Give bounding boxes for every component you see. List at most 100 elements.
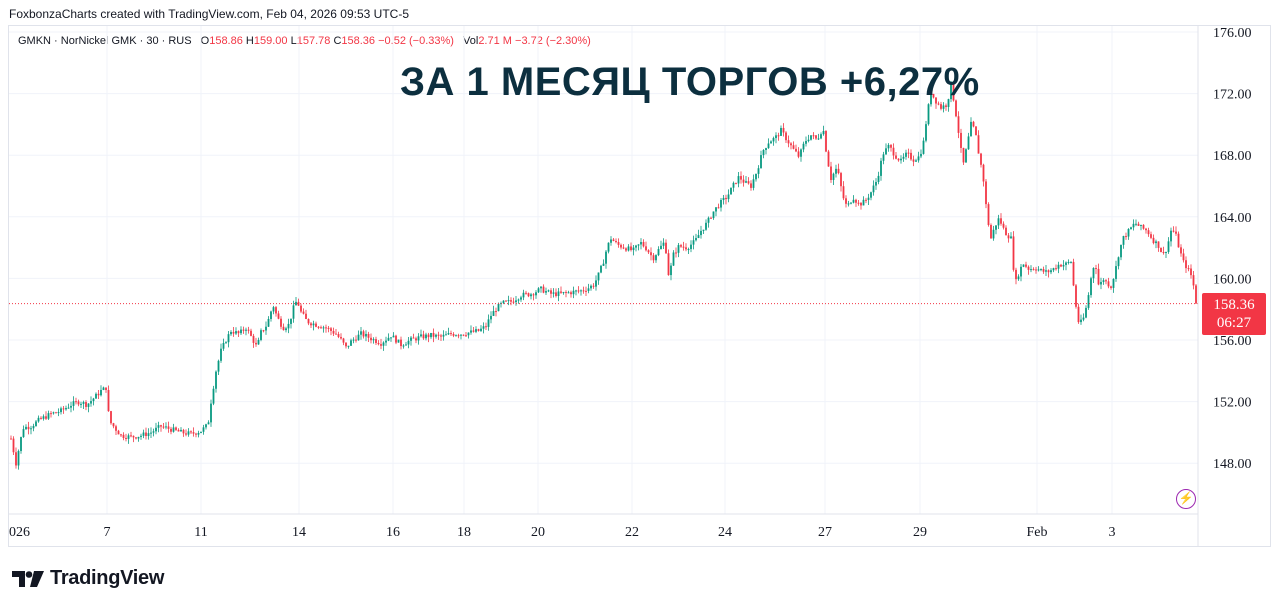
candle-body	[680, 245, 682, 247]
symbol-name[interactable]: GMKN · NorNickel GMK · 30 · RUS	[18, 35, 192, 47]
candle-body	[415, 338, 417, 341]
candle-body	[745, 181, 747, 183]
candle-body	[1190, 268, 1192, 276]
candle-body	[400, 339, 402, 347]
candle-body	[27, 426, 30, 430]
candle-body	[562, 292, 565, 294]
candle-body	[455, 335, 457, 337]
candle-body	[732, 182, 735, 188]
candle-body	[1167, 241, 1170, 252]
candle-body	[375, 339, 377, 343]
candle-body	[327, 327, 330, 329]
candle-body	[1180, 247, 1182, 254]
candle-body	[212, 388, 215, 404]
candle-body	[672, 252, 675, 266]
candle-body	[330, 328, 332, 331]
candle-body	[257, 339, 260, 345]
candle-body	[137, 436, 140, 439]
candle-body	[715, 207, 717, 212]
candle-body	[1120, 244, 1122, 258]
candle-body	[1152, 237, 1155, 244]
candle-body	[1060, 264, 1062, 267]
candle-body	[1185, 260, 1187, 269]
candle-body	[507, 300, 510, 302]
candle-body	[305, 313, 307, 320]
candle-body	[432, 332, 435, 337]
candle-body	[625, 248, 627, 251]
candle-body	[962, 147, 965, 163]
candle-body	[520, 297, 522, 300]
candle-body	[865, 199, 867, 201]
candle-body	[307, 319, 310, 324]
candle-body	[727, 194, 730, 200]
x-tick-label: 16	[386, 525, 400, 540]
x-tick-label: 7	[104, 525, 111, 540]
candle-body	[440, 335, 442, 337]
candle-body	[895, 155, 897, 159]
candle-body	[950, 81, 952, 100]
candle-body	[797, 151, 800, 157]
lightning-icon[interactable]: ⚡	[1176, 489, 1196, 509]
y-tick-label: 160.00	[1213, 272, 1252, 287]
candle-body	[677, 245, 680, 253]
candle-body	[285, 328, 287, 331]
candle-body	[162, 426, 165, 428]
candle-body	[180, 429, 182, 432]
candle-body	[230, 331, 232, 335]
tradingview-logo[interactable]: TradingView	[12, 567, 164, 590]
candle-body	[550, 290, 552, 294]
candle-body	[1075, 285, 1077, 307]
candle-body	[45, 416, 47, 419]
current-price-badge: 158.36 06:27	[1202, 293, 1266, 335]
candle-body	[292, 305, 295, 319]
candle-body	[135, 437, 137, 439]
candle-body	[30, 428, 32, 430]
candle-body	[40, 417, 42, 419]
candle-body	[365, 333, 367, 337]
candle-body	[357, 334, 360, 341]
candles-layer	[9, 80, 1198, 470]
candle-body	[777, 135, 780, 137]
candle-body	[552, 292, 555, 294]
candle-body	[872, 185, 875, 193]
candle-body	[697, 235, 700, 238]
candle-body	[852, 199, 855, 203]
candle-body	[445, 334, 447, 336]
candle-body	[437, 334, 440, 336]
candle-body	[345, 342, 347, 347]
candle-body	[925, 124, 927, 141]
candle-body	[707, 217, 710, 223]
candle-body	[900, 158, 902, 161]
candle-body	[425, 334, 427, 339]
candle-body	[442, 334, 445, 337]
candle-body	[860, 202, 862, 206]
candle-body	[585, 290, 587, 292]
candle-body	[1162, 252, 1165, 254]
candle-body	[132, 435, 135, 438]
candle-body	[512, 301, 515, 303]
candle-body	[342, 338, 345, 343]
candle-body	[420, 334, 422, 337]
candle-body	[187, 431, 190, 435]
current-price-value: 158.36	[1213, 297, 1255, 313]
candle-body	[595, 280, 597, 287]
candle-body	[640, 242, 642, 245]
candle-body	[992, 229, 995, 239]
candle-body	[752, 179, 755, 188]
candle-body	[460, 334, 462, 336]
candle-body	[57, 412, 60, 414]
x-tick-label: 22	[625, 525, 639, 540]
candle-body	[497, 303, 500, 312]
candle-body	[960, 132, 962, 148]
candle-body	[590, 285, 592, 289]
candle-body	[1012, 236, 1015, 270]
candle-body	[990, 224, 992, 239]
candle-body	[870, 192, 872, 198]
symbol-legend[interactable]: GMKN · NorNickel GMK · 30 · RUS O158.86 …	[18, 35, 591, 47]
candle-body	[770, 141, 772, 144]
candle-body	[817, 138, 820, 140]
candle-body	[1085, 307, 1087, 318]
candle-body	[267, 318, 270, 327]
x-tick-label: 026	[9, 525, 30, 540]
